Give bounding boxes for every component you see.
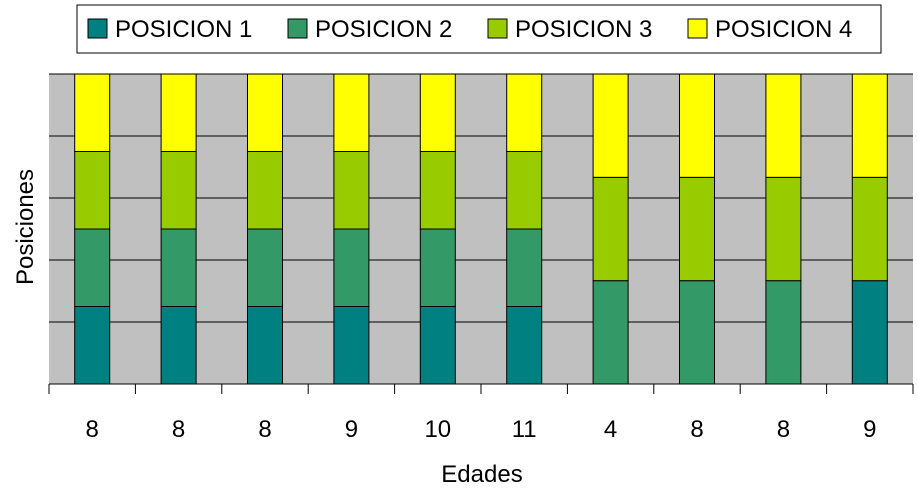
bar-segment-posicion-1 [247, 306, 283, 385]
bar-segment-posicion-2 [592, 280, 629, 385]
legend-label: POSICION 4 [715, 16, 852, 43]
bar-segment-posicion-4 [592, 73, 629, 178]
bar-segment-posicion-1 [74, 306, 111, 385]
x-axis: 8 8 8 9 10 11 4 8 8 9 [48, 383, 914, 443]
plot-area [49, 73, 913, 385]
bar-segment-posicion-4 [679, 73, 715, 178]
bar-segment-posicion-2 [333, 228, 370, 307]
bar-segment-posicion-3 [74, 151, 111, 230]
legend-swatch [287, 18, 308, 39]
x-tick-label: 11 [512, 416, 537, 443]
legend-box [76, 4, 882, 54]
bar-segment-posicion-2 [506, 228, 543, 307]
bar-segment-posicion-2 [419, 228, 456, 307]
bar-segment-posicion-3 [333, 151, 370, 230]
y-axis-title: Posiciones [12, 169, 39, 285]
bar-segment-posicion-1 [419, 306, 456, 385]
legend-label: POSICION 3 [515, 16, 652, 43]
bar-segment-posicion-4 [74, 73, 111, 152]
bar-segment-posicion-2 [247, 228, 283, 307]
legend-swatch [487, 18, 508, 39]
bar-segment-posicion-3 [851, 176, 888, 282]
bar-segment-posicion-1 [160, 306, 197, 385]
x-tick-label: 8 [777, 416, 790, 443]
bar-segment-posicion-4 [851, 73, 888, 178]
bar-segment-posicion-4 [765, 73, 802, 178]
bar-segment-posicion-3 [419, 151, 456, 230]
bar-segment-posicion-3 [506, 151, 543, 230]
bar-segment-posicion-2 [679, 280, 715, 385]
legend-label: POSICION 1 [115, 16, 252, 43]
x-axis-title: Edades [441, 461, 522, 488]
bar-segment-posicion-4 [419, 73, 456, 152]
bar-segment-posicion-3 [679, 176, 715, 282]
bar-segment-posicion-4 [247, 73, 283, 152]
bar-segment-posicion-2 [74, 228, 111, 307]
bar-segment-posicion-3 [765, 176, 802, 282]
legend: POSICION 1 POSICION 2 POSICION 3 POSICION 4 [76, 4, 882, 54]
bar-segment-posicion-2 [765, 280, 802, 385]
bar-segment-posicion-1 [506, 306, 543, 385]
x-tick-label: 8 [690, 416, 703, 443]
bar-segment-posicion-3 [592, 176, 629, 282]
legend-swatch [87, 18, 108, 39]
bar-segment-posicion-3 [160, 151, 197, 230]
legend-label: POSICION 2 [315, 16, 452, 43]
bar-segment-posicion-4 [506, 73, 543, 152]
x-tick-label: 9 [863, 416, 876, 443]
x-tick-label: 8 [172, 416, 185, 443]
bar-segment-posicion-1 [851, 280, 888, 385]
bar-segment-posicion-1 [333, 306, 370, 385]
x-tick-label: 10 [424, 416, 451, 443]
x-tick-label: 4 [604, 416, 617, 443]
x-tick-label: 8 [86, 416, 99, 443]
x-tick-label: 9 [345, 416, 358, 443]
x-tick-label: 8 [258, 416, 271, 443]
bar-segment-posicion-2 [160, 228, 197, 307]
bar-segment-posicion-3 [247, 151, 283, 230]
bar-segment-posicion-4 [160, 73, 197, 152]
legend-swatch [687, 18, 708, 39]
bar-segment-posicion-4 [333, 73, 370, 152]
